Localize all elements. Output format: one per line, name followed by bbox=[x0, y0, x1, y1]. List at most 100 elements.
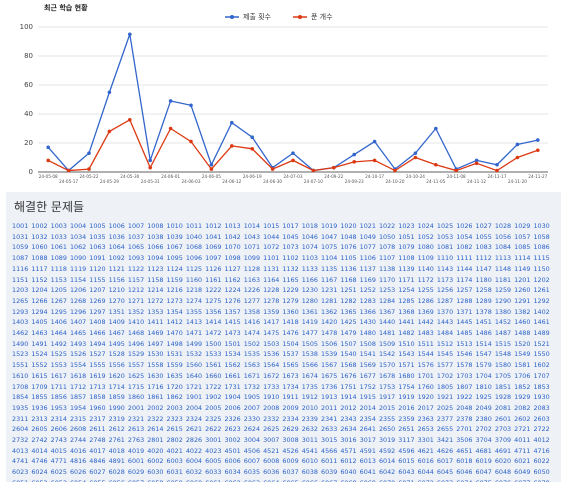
problem-link[interactable]: 1720 bbox=[166, 382, 183, 391]
problem-link[interactable]: 6078 bbox=[533, 478, 549, 482]
problem-link[interactable]: 1296 bbox=[69, 307, 87, 316]
problem-link[interactable]: 1754 bbox=[398, 382, 415, 391]
problem-link[interactable]: 2721 bbox=[514, 425, 531, 434]
problem-link[interactable]: 1440 bbox=[378, 318, 396, 327]
problem-link[interactable]: 1118 bbox=[50, 264, 67, 273]
problem-link[interactable]: 3019 bbox=[378, 436, 396, 445]
problem-link[interactable]: 1579 bbox=[475, 361, 492, 370]
problem-link[interactable]: 1062 bbox=[69, 243, 87, 252]
problem-link[interactable]: 1274 bbox=[185, 296, 203, 305]
problem-link[interactable]: 6014 bbox=[378, 457, 396, 466]
problem-link[interactable]: 6054 bbox=[70, 478, 86, 482]
problem-link[interactable]: 3015 bbox=[321, 436, 338, 445]
problem-link[interactable]: 1069 bbox=[205, 243, 222, 252]
problem-link[interactable]: 6053 bbox=[51, 478, 67, 482]
problem-link[interactable]: 2614 bbox=[147, 425, 164, 434]
problem-link[interactable]: 6002 bbox=[147, 457, 164, 466]
problem-link[interactable]: 1413 bbox=[185, 318, 203, 327]
problem-link[interactable]: 1489 bbox=[533, 329, 550, 338]
problem-link[interactable]: 6016 bbox=[417, 457, 434, 466]
problem-link[interactable]: 1562 bbox=[224, 361, 241, 370]
problem-link[interactable]: 1960 bbox=[89, 403, 106, 412]
problem-link[interactable]: 1549 bbox=[514, 350, 531, 359]
problem-link[interactable]: 2655 bbox=[436, 425, 454, 434]
problem-link[interactable]: 1807 bbox=[456, 382, 473, 391]
problem-link[interactable]: 1040 bbox=[185, 232, 203, 241]
problem-link[interactable]: 1554 bbox=[69, 361, 87, 370]
problem-link[interactable]: 4716 bbox=[533, 446, 550, 455]
problem-link[interactable]: 1466 bbox=[89, 329, 106, 338]
problem-link[interactable]: 6042 bbox=[378, 468, 396, 477]
problem-link[interactable]: 1483 bbox=[417, 329, 434, 338]
problem-link[interactable]: 1153 bbox=[50, 275, 67, 284]
problem-link[interactable]: 6010 bbox=[301, 457, 318, 466]
problem-link[interactable]: 1445 bbox=[456, 318, 473, 327]
problem-link[interactable]: 1067 bbox=[166, 243, 183, 252]
problem-link[interactable]: 4526 bbox=[282, 446, 299, 455]
problem-link[interactable]: 2006 bbox=[224, 403, 241, 412]
problem-link[interactable]: 1002 bbox=[31, 222, 48, 230]
problem-link[interactable]: 1860 bbox=[127, 393, 145, 402]
problem-link[interactable]: 6064 bbox=[263, 478, 279, 482]
problem-link[interactable]: 1042 bbox=[224, 232, 241, 241]
problem-link[interactable]: 1226 bbox=[243, 286, 261, 295]
problem-link[interactable]: 6003 bbox=[166, 457, 183, 466]
problem-link[interactable]: 2014 bbox=[359, 403, 376, 412]
problem-link[interactable]: 4651 bbox=[456, 446, 473, 455]
problem-link[interactable]: 1056 bbox=[494, 232, 512, 241]
problem-link[interactable]: 1012 bbox=[205, 222, 222, 230]
problem-link[interactable]: 1406 bbox=[50, 318, 67, 327]
problem-link[interactable]: 1380 bbox=[494, 307, 512, 316]
problem-link[interactable]: 2011 bbox=[321, 403, 338, 412]
problem-link[interactable]: 1443 bbox=[436, 318, 454, 327]
problem-link[interactable]: 6029 bbox=[127, 468, 145, 477]
problem-link[interactable]: 6069 bbox=[360, 478, 376, 482]
problem-link[interactable]: 1258 bbox=[475, 286, 492, 295]
problem-link[interactable]: 2048 bbox=[456, 403, 473, 412]
problem-link[interactable]: 1112 bbox=[475, 254, 492, 263]
problem-link[interactable]: 2313 bbox=[31, 414, 48, 423]
problem-link[interactable]: 2624 bbox=[243, 425, 261, 434]
problem-link[interactable]: 1292 bbox=[533, 296, 550, 305]
problem-link[interactable]: 1452 bbox=[494, 318, 512, 327]
problem-link[interactable]: 1046 bbox=[301, 232, 318, 241]
problem-link[interactable]: 1577 bbox=[436, 361, 454, 370]
problem-link[interactable]: 6018 bbox=[456, 457, 473, 466]
problem-link[interactable]: 1080 bbox=[417, 243, 434, 252]
problem-link[interactable]: 1224 bbox=[224, 286, 241, 295]
problem-link[interactable]: 1125 bbox=[185, 264, 203, 273]
problem-link[interactable]: 1521 bbox=[533, 339, 550, 348]
problem-link[interactable]: 1020 bbox=[340, 222, 357, 230]
problem-link[interactable]: 2732 bbox=[12, 436, 29, 445]
problem-link[interactable]: 1857 bbox=[69, 393, 87, 402]
problem-link[interactable]: 1481 bbox=[378, 329, 396, 338]
problem-link[interactable]: 1735 bbox=[301, 382, 318, 391]
problem-link[interactable]: 1905 bbox=[243, 393, 261, 402]
problem-link[interactable]: 1222 bbox=[205, 286, 222, 295]
problem-link[interactable]: 1086 bbox=[533, 243, 550, 252]
problem-link[interactable]: 1568 bbox=[340, 361, 357, 370]
problem-link[interactable]: 1560 bbox=[185, 361, 203, 370]
problem-link[interactable]: 1485 bbox=[456, 329, 473, 338]
problem-link[interactable]: 1001 bbox=[12, 222, 29, 230]
problem-link[interactable]: 1138 bbox=[378, 264, 396, 273]
problem-link[interactable]: 1751 bbox=[340, 382, 357, 391]
problem-link[interactable]: 1859 bbox=[108, 393, 125, 402]
problem-link[interactable]: 1212 bbox=[127, 286, 145, 295]
problem-link[interactable]: 1852 bbox=[514, 382, 531, 391]
problem-link[interactable]: 1202 bbox=[533, 275, 550, 284]
problem-link[interactable]: 1155 bbox=[89, 275, 106, 284]
problem-link[interactable]: 1708 bbox=[12, 382, 29, 391]
problem-link[interactable]: 1494 bbox=[89, 339, 106, 348]
problem-link[interactable]: 1405 bbox=[31, 318, 48, 327]
problem-link[interactable]: 1004 bbox=[69, 222, 87, 230]
problem-link[interactable]: 3011 bbox=[301, 436, 318, 445]
problem-link[interactable]: 1210 bbox=[108, 286, 125, 295]
problem-link[interactable]: 6019 bbox=[475, 457, 492, 466]
problem-link[interactable]: 1503 bbox=[263, 339, 280, 348]
problem-link[interactable]: 6045 bbox=[436, 468, 454, 477]
problem-link[interactable]: 1442 bbox=[417, 318, 434, 327]
problem-link[interactable]: 2004 bbox=[185, 403, 203, 412]
problem-link[interactable]: 1753 bbox=[378, 382, 396, 391]
problem-link[interactable]: 1291 bbox=[514, 296, 531, 305]
